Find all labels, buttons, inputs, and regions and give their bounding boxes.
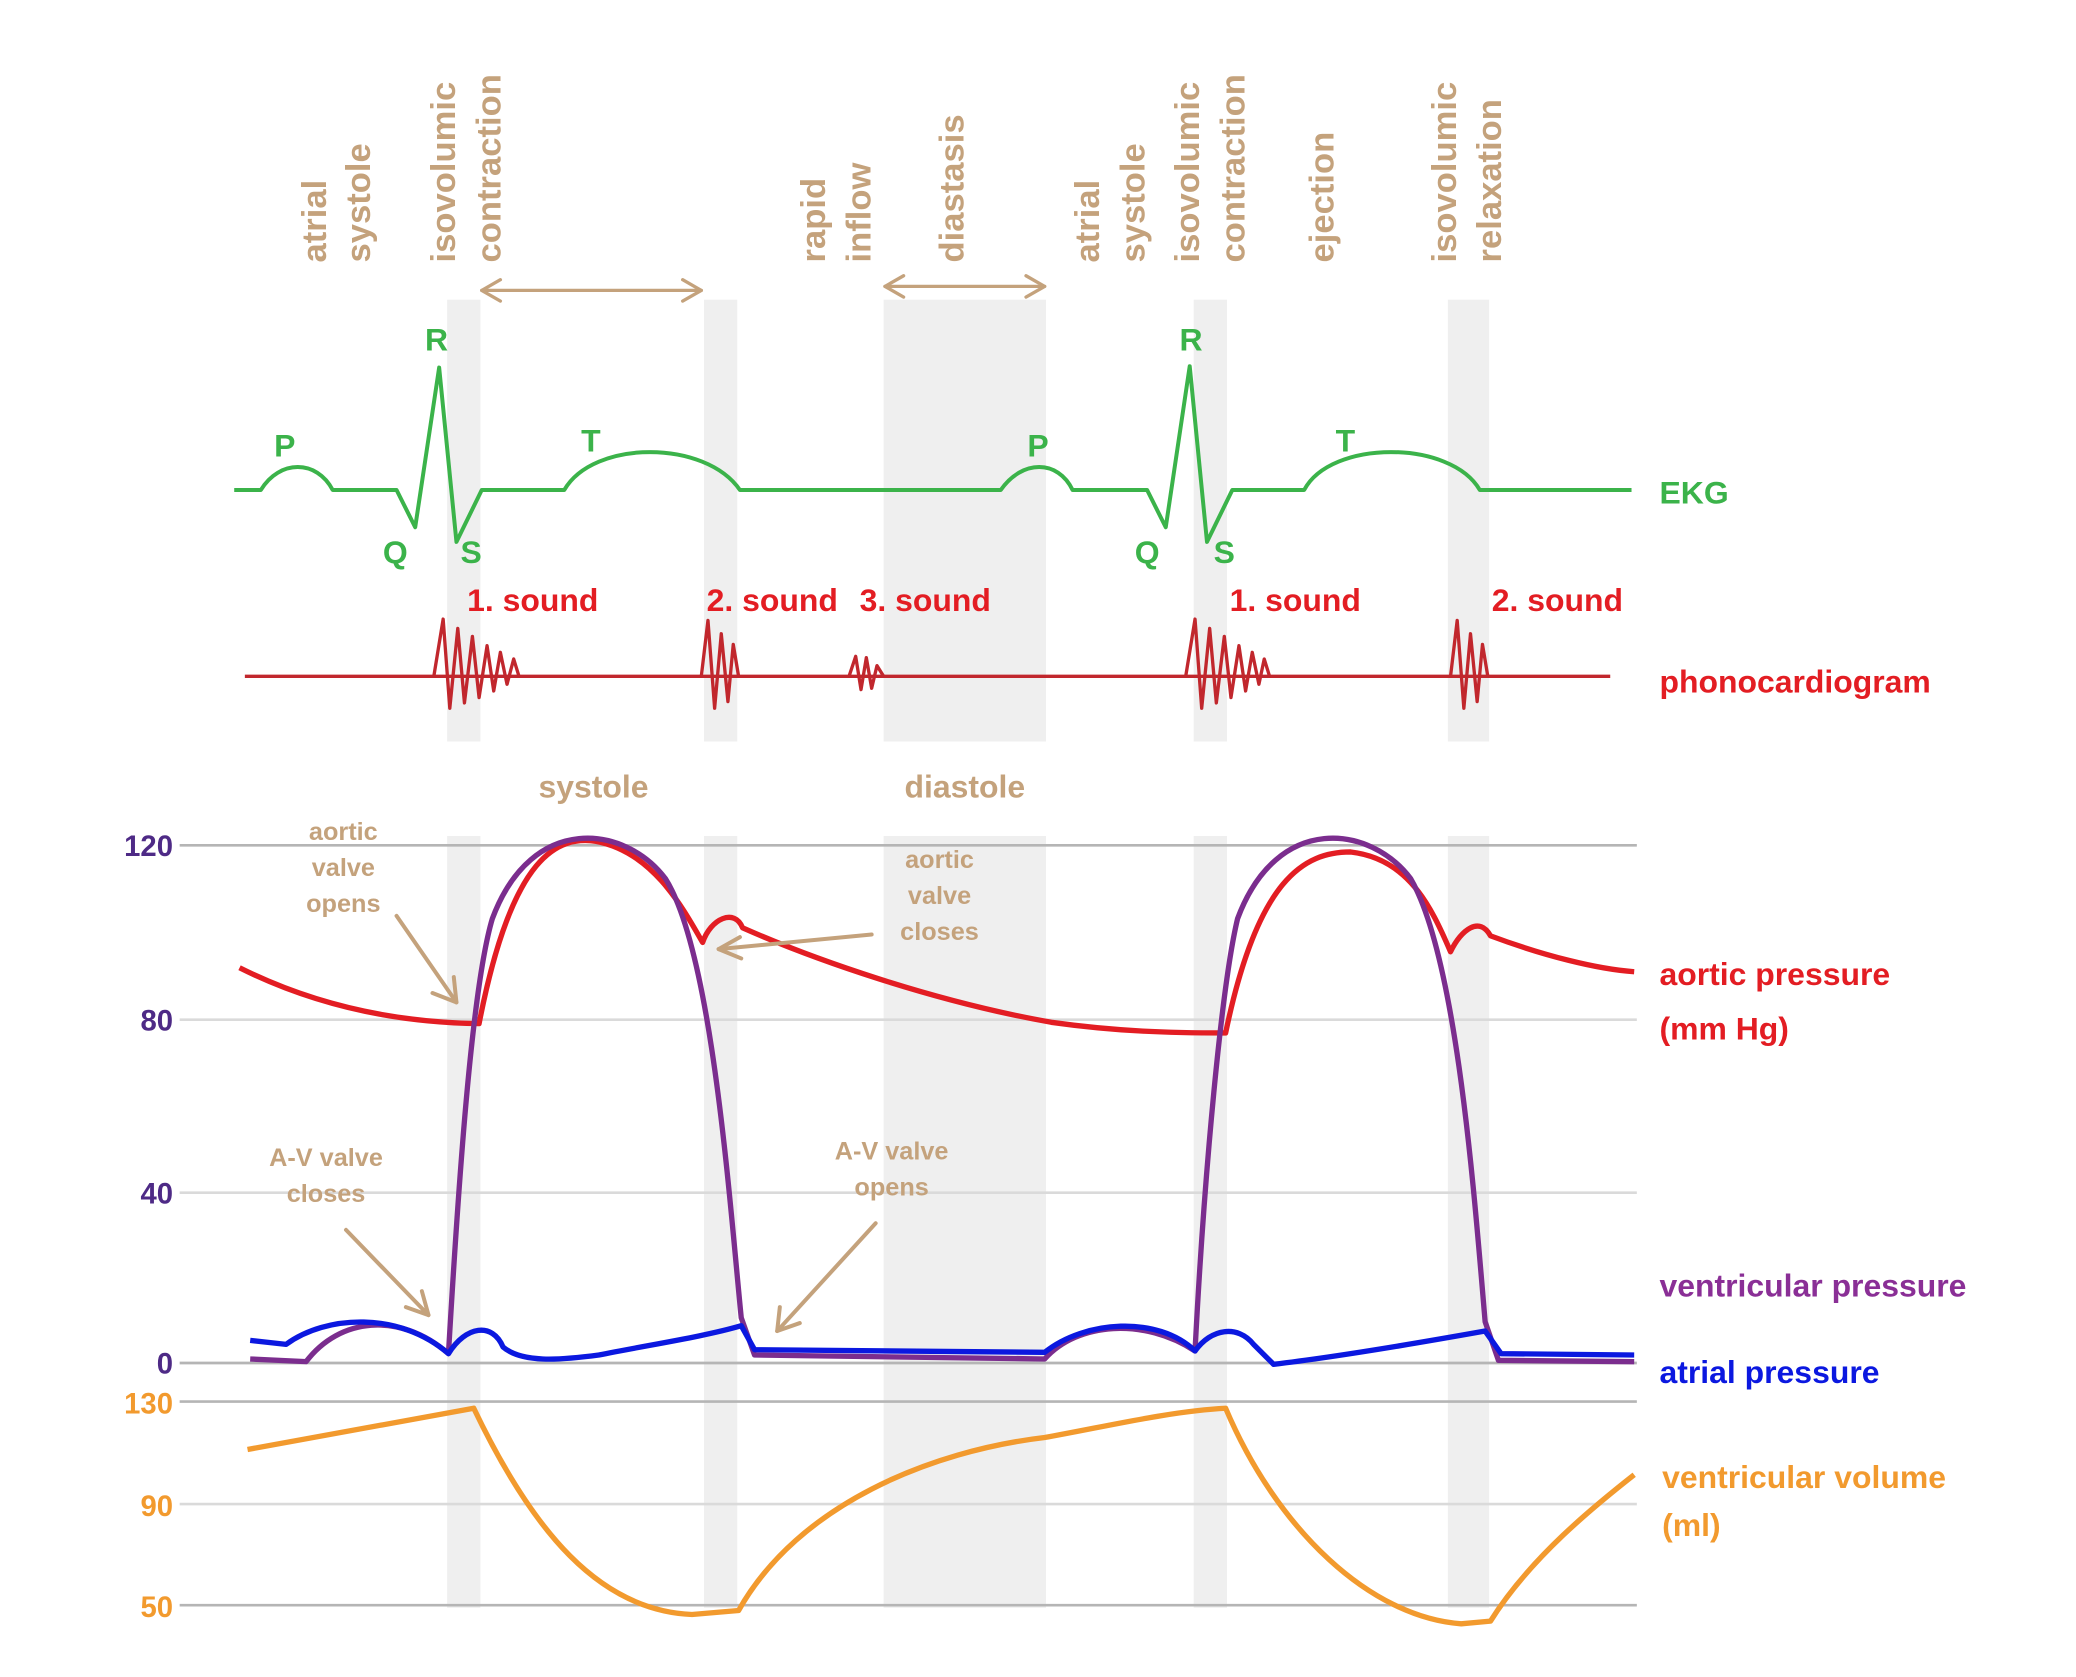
phase-atrial-systole-1-line2: systole — [340, 143, 378, 262]
atrial-pressure-line — [249, 1319, 1635, 1367]
tick-120: 120 — [124, 831, 173, 863]
phase-labels: atrial systole isovolumic contraction ra… — [296, 74, 1509, 262]
band-lower-isovolumic-contraction-1 — [447, 836, 481, 1608]
first-sound-label-2: 1. sound — [1230, 582, 1361, 618]
aortic-valve-closes-line3: closes — [900, 918, 979, 946]
aortic-pressure-line — [238, 837, 1635, 1036]
aortic-valve-opens-line3: opens — [306, 890, 380, 918]
phase-isovolumic-contraction-1-line2: contraction — [470, 74, 508, 262]
pressure-axis-ticks: 120 80 40 0 — [124, 831, 173, 1381]
band-diastasis — [883, 299, 1046, 742]
tick-50: 50 — [140, 1592, 173, 1624]
phase-rapid-inflow-line1: rapid — [795, 178, 833, 263]
second-sound-label-1: 2. sound — [707, 582, 838, 618]
phase-isovolumic-contraction-2-line2: contraction — [1214, 74, 1252, 262]
phono-first-sound-2 — [1184, 617, 1272, 710]
tick-90: 90 — [140, 1491, 173, 1523]
rapid-inflow-range-arrow — [480, 278, 703, 303]
phase-bands — [447, 299, 1490, 1608]
tick-130: 130 — [124, 1389, 173, 1421]
av-valve-opens-arrow — [775, 1221, 878, 1334]
ekg-q-wave-2: Q — [1135, 534, 1160, 570]
ekg-r-wave-2: R — [1180, 321, 1203, 357]
aortic-valve-opens-arrow — [394, 913, 459, 1005]
phase-atrial-systole-1-line1: atrial — [296, 180, 334, 263]
band-lower-diastasis — [883, 836, 1046, 1608]
systole-label: systole — [539, 768, 649, 804]
ventricular-pressure-label: ventricular pressure — [1659, 1267, 1966, 1303]
phase-diastasis: diastasis — [933, 114, 971, 262]
ventricular-volume-unit: (ml) — [1662, 1507, 1721, 1543]
phase-atrial-systole-2-line2: systole — [1114, 143, 1152, 262]
heart-sound-labels: 1. sound 2. sound 3. sound 1. sound 2. s… — [467, 582, 1623, 618]
ekg-label: EKG — [1659, 474, 1728, 510]
aortic-valve-opens-line1: aortic — [309, 818, 378, 846]
aortic-pressure-unit: (mm Hg) — [1659, 1011, 1788, 1047]
atrial-pressure-label: atrial pressure — [1659, 1354, 1879, 1390]
second-sound-label-2: 2. sound — [1492, 582, 1623, 618]
ekg-p-wave-2: P — [1027, 428, 1048, 464]
phase-isovolumic-relaxation-line2: relaxation — [1471, 99, 1509, 262]
aortic-valve-closes-line1: aortic — [905, 846, 974, 874]
av-valve-closes-line2: closes — [287, 1180, 366, 1208]
av-valve-closes-arrow — [344, 1227, 431, 1318]
ekg-s-wave-2: S — [1214, 534, 1235, 570]
ekg-t-wave-1: T — [581, 422, 601, 458]
ventricular-pressure-line — [250, 835, 1635, 1365]
band-lower-isovolumic-relaxation-2 — [1447, 836, 1490, 1608]
aortic-valve-closes-line2: valve — [908, 882, 971, 910]
ekg-p-wave-1: P — [274, 428, 295, 464]
phase-arrows — [480, 274, 1047, 303]
diastasis-range-arrow — [883, 274, 1047, 299]
phono-second-sound-1 — [699, 618, 741, 710]
phono-first-sound-1 — [432, 617, 521, 710]
series-labels: aortic pressure (mm Hg) ventricular pres… — [1659, 956, 1966, 1543]
tick-0: 0 — [157, 1349, 173, 1381]
av-valve-opens-line1: A-V valve — [835, 1137, 949, 1165]
phase-atrial-systole-2-line1: atrial — [1069, 180, 1107, 263]
phono-second-sound-2 — [1448, 618, 1490, 710]
ventricular-volume-line — [247, 1405, 1636, 1627]
av-valve-closes-line1: A-V valve — [269, 1144, 383, 1172]
phase-ejection: ejection — [1303, 132, 1341, 263]
phono-third-sound — [847, 654, 886, 692]
phase-isovolumic-contraction-2-line1: isovolumic — [1169, 82, 1207, 263]
first-sound-label-1: 1. sound — [467, 582, 598, 618]
av-valve-opens-line2: opens — [854, 1173, 928, 1201]
phase-rapid-inflow-line2: inflow — [840, 162, 878, 262]
ekg-wave-labels: P Q R S T P Q R S T — [274, 321, 1356, 570]
ekg-t-wave-2: T — [1336, 422, 1356, 458]
phonocardiogram-trace — [244, 617, 1611, 710]
ventricular-volume-label: ventricular volume — [1662, 1459, 1946, 1495]
aortic-pressure-label: aortic pressure — [1659, 956, 1890, 992]
phase-isovolumic-contraction-1-line1: isovolumic — [425, 82, 463, 263]
ekg-r-wave-1: R — [425, 321, 448, 357]
aortic-valve-closes-arrow — [716, 932, 874, 961]
aortic-valve-opens-line2: valve — [312, 854, 375, 882]
diastole-label: diastole — [904, 768, 1025, 804]
ekg-trace — [234, 364, 1632, 544]
band-lower-isovolumic-contraction-2 — [1193, 836, 1227, 1608]
ekg-s-wave-1: S — [460, 534, 481, 570]
third-sound-label: 3. sound — [860, 582, 991, 618]
tick-40: 40 — [140, 1178, 173, 1210]
annotation-arrows — [344, 913, 878, 1334]
tick-80: 80 — [140, 1005, 173, 1037]
volume-axis-ticks: 130 90 50 — [124, 1389, 173, 1625]
ekg-q-wave-1: Q — [383, 534, 408, 570]
valve-annotations: aortic valve opens aortic valve closes A… — [269, 818, 979, 1208]
phonocardiogram-label: phonocardiogram — [1659, 663, 1930, 699]
phase-isovolumic-relaxation-line1: isovolumic — [1426, 82, 1464, 263]
